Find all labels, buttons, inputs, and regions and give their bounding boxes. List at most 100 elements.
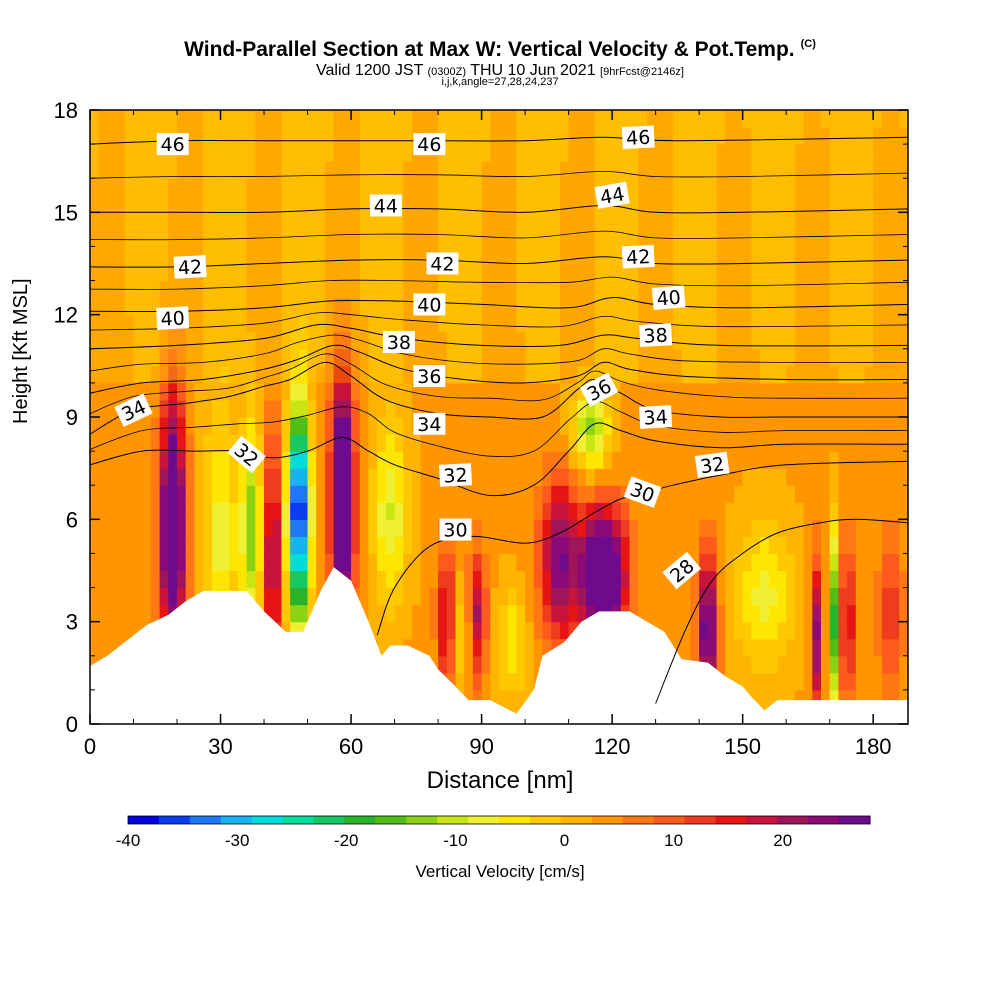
velocity-cell	[464, 655, 474, 674]
velocity-cell	[98, 502, 109, 520]
velocity-cell	[116, 519, 126, 537]
velocity-cell	[237, 485, 248, 503]
velocity-cell	[220, 536, 230, 555]
velocity-cell	[438, 399, 448, 418]
velocity-cell	[664, 553, 674, 572]
velocity-cell	[185, 399, 196, 418]
colorbar-swatch	[746, 816, 778, 824]
velocity-cell	[385, 621, 396, 640]
velocity-cell	[681, 382, 692, 401]
velocity-cell	[742, 638, 752, 657]
velocity-cell	[185, 468, 196, 486]
velocity-cell	[542, 536, 552, 555]
velocity-cell	[768, 570, 779, 589]
velocity-cell	[420, 536, 430, 555]
velocity-cell	[559, 451, 570, 469]
velocity-cell	[664, 621, 674, 640]
velocity-cell	[551, 519, 561, 537]
velocity-cell	[499, 536, 509, 555]
velocity-cell	[786, 638, 796, 657]
velocity-cell	[394, 382, 404, 401]
velocity-cell	[568, 604, 578, 623]
velocity-cell	[490, 502, 500, 520]
velocity-cell	[159, 451, 169, 469]
velocity-cell	[812, 399, 822, 418]
theta-contour-28	[655, 518, 908, 704]
velocity-cell	[577, 553, 587, 572]
contour-label: 38	[639, 323, 673, 348]
velocity-cell	[559, 519, 570, 537]
velocity-cell	[307, 451, 317, 469]
velocity-cell	[211, 553, 222, 572]
contour-label-text: 42	[626, 246, 651, 269]
velocity-cell	[507, 655, 518, 674]
velocity-cell	[116, 587, 126, 606]
velocity-cell	[707, 638, 718, 657]
theta-contour-44	[90, 204, 908, 214]
contour-label: 46	[156, 133, 189, 156]
velocity-cell	[620, 468, 631, 486]
colorbar-label: Vertical Velocity [cm/s]	[415, 862, 585, 881]
velocity-cell	[577, 587, 587, 606]
velocity-cell	[351, 536, 361, 555]
velocity-cell	[472, 519, 483, 537]
velocity-cell	[542, 434, 552, 452]
velocity-cell	[429, 434, 439, 452]
contour-label-text: 42	[177, 256, 202, 279]
velocity-cell	[499, 399, 509, 418]
velocity-cell	[655, 502, 665, 520]
velocity-cell	[716, 468, 726, 486]
velocity-cell	[203, 570, 213, 589]
velocity-cell	[438, 434, 448, 452]
velocity-cell	[855, 434, 866, 452]
velocity-cell	[699, 519, 709, 537]
velocity-cell	[229, 434, 239, 452]
velocity-cell	[159, 485, 169, 503]
terrain-shape	[90, 567, 908, 724]
velocity-cell	[490, 417, 500, 435]
velocity-cell	[490, 689, 500, 708]
velocity-cell	[725, 502, 735, 520]
velocity-cell	[838, 519, 848, 537]
velocity-cell	[707, 604, 718, 623]
velocity-cell	[873, 451, 883, 469]
velocity-cell	[481, 604, 491, 623]
velocity-cell	[403, 604, 413, 623]
velocity-cell	[150, 553, 161, 572]
velocity-cell	[646, 519, 657, 537]
velocity-cell	[855, 468, 866, 486]
velocity-cell	[394, 502, 404, 520]
velocity-cell	[220, 434, 230, 452]
velocity-cell	[229, 382, 239, 401]
velocity-cell	[177, 570, 187, 589]
velocity-cell	[481, 502, 491, 520]
velocity-cell	[881, 502, 892, 520]
velocity-cell	[838, 468, 848, 486]
velocity-cell	[185, 519, 196, 537]
velocity-cell	[899, 655, 908, 674]
velocity-cell	[507, 434, 518, 452]
velocity-cell	[246, 536, 256, 555]
velocity-cell	[664, 587, 674, 606]
velocity-cell	[742, 655, 752, 674]
velocity-cell	[577, 468, 587, 486]
velocity-cell	[568, 621, 578, 640]
velocity-cell	[751, 451, 761, 469]
velocity-cell	[385, 451, 396, 469]
velocity-cell	[246, 587, 256, 606]
velocity-cell	[568, 399, 578, 418]
velocity-cell	[786, 536, 796, 555]
velocity-cell	[525, 536, 535, 555]
y-tick-label: 15	[54, 200, 78, 225]
velocity-cell	[733, 417, 744, 435]
velocity-cell	[751, 621, 761, 640]
velocity-cell	[403, 382, 413, 401]
velocity-cell	[864, 604, 874, 623]
velocity-cell	[246, 382, 256, 401]
velocity-cell	[803, 689, 813, 708]
velocity-cell	[150, 485, 161, 503]
velocity-cell	[620, 587, 631, 606]
x-tick-label: 0	[84, 734, 96, 759]
velocity-cell	[786, 553, 796, 572]
